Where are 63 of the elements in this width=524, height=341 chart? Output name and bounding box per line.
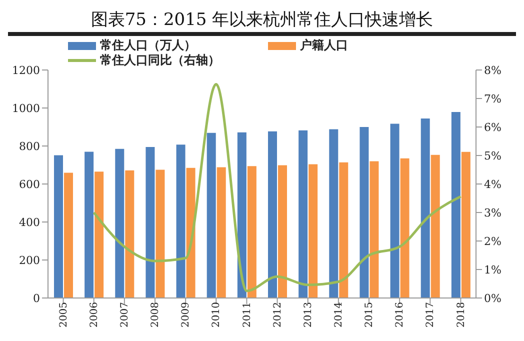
x-tick-label: 2017 xyxy=(425,302,436,328)
y2-tick-label: 8% xyxy=(484,64,502,77)
y2-tick-label: 6% xyxy=(484,120,502,134)
chart-title: 图表75：2015 年以来杭州常住人口快速增长 xyxy=(8,8,516,36)
y2-tick-label: 7% xyxy=(484,92,502,106)
bar xyxy=(420,118,430,298)
y-tick-label: 600 xyxy=(19,178,40,191)
bar xyxy=(268,131,277,298)
y-tick-label: 0 xyxy=(33,292,40,305)
x-tick-label: 2006 xyxy=(88,302,100,328)
bar xyxy=(64,172,73,298)
legend-label: 户籍人口 xyxy=(300,38,348,53)
y-tick-label: 1200 xyxy=(12,64,40,77)
x-tick-label: 2009 xyxy=(180,302,192,328)
bar xyxy=(206,132,216,298)
line-series xyxy=(92,83,462,292)
bar xyxy=(115,148,124,298)
y2-tick-label: 3% xyxy=(484,206,502,220)
y2-tick-label: 2% xyxy=(484,234,502,248)
bar xyxy=(278,165,287,298)
x-tick-label: 2018 xyxy=(456,302,467,328)
y-tick-label: 800 xyxy=(19,140,40,153)
x-tick-label: 2010 xyxy=(211,302,222,328)
bar xyxy=(84,152,94,298)
bar xyxy=(247,166,256,298)
x-tick-label: 2012 xyxy=(272,302,284,328)
bar xyxy=(390,124,400,298)
bar xyxy=(94,172,104,298)
bar xyxy=(176,144,186,298)
x-tick-label: 2007 xyxy=(120,302,131,328)
y2-tick-label: 0% xyxy=(484,292,502,305)
x-tick-label: 2014 xyxy=(334,302,345,328)
bar xyxy=(216,167,226,298)
y-tick-label: 400 xyxy=(19,216,40,229)
x-tick-label: 2008 xyxy=(150,302,162,328)
bar xyxy=(400,158,410,298)
bar xyxy=(339,162,348,298)
x-tick-label: 2016 xyxy=(394,302,406,328)
bar xyxy=(370,161,379,298)
bar xyxy=(125,170,134,298)
bar xyxy=(360,127,369,298)
x-tick-label: 2011 xyxy=(242,302,253,328)
bar xyxy=(237,132,246,298)
bar xyxy=(156,170,165,298)
bar xyxy=(146,146,155,298)
bar xyxy=(308,164,318,298)
y-tick-label: 200 xyxy=(19,254,40,267)
y2-tick-label: 1% xyxy=(484,263,502,276)
bar xyxy=(54,155,63,298)
bar xyxy=(329,129,338,298)
bar xyxy=(451,112,460,298)
y2-tick-label: 4% xyxy=(484,178,502,191)
x-tick-label: 2013 xyxy=(302,302,314,328)
legend-label: 常住人口（万人） xyxy=(100,38,196,53)
x-tick-label: 2015 xyxy=(364,302,376,328)
y2-tick-label: 5% xyxy=(484,149,502,162)
bar xyxy=(186,168,196,298)
bar xyxy=(298,130,308,298)
legend-label: 常住人口同比（右轴） xyxy=(100,53,220,68)
bar xyxy=(461,152,470,298)
y-tick-label: 1000 xyxy=(12,102,40,115)
bar xyxy=(430,154,440,298)
x-tick-label: 2005 xyxy=(58,302,70,328)
